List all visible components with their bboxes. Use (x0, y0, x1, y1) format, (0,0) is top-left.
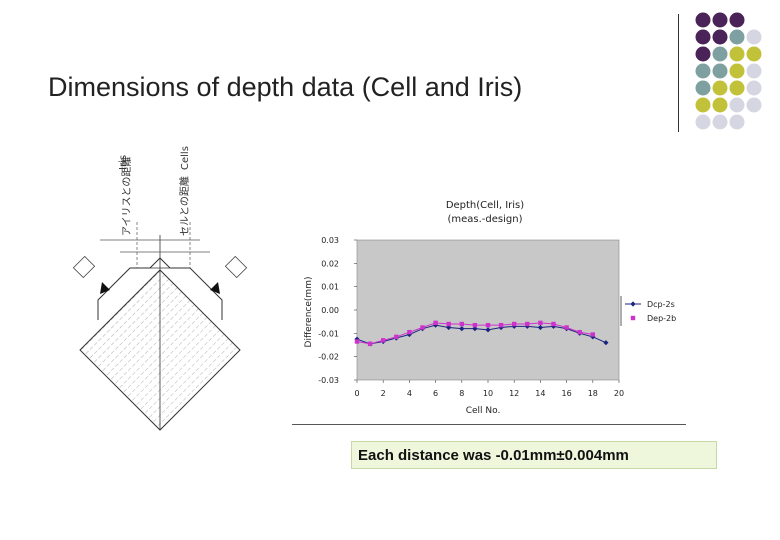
x-tick-label: 0 (354, 389, 359, 398)
data-point (407, 329, 412, 335)
data-point (420, 325, 425, 330)
decor-dot (729, 97, 745, 113)
decor-dot (746, 29, 762, 45)
y-tick-label: 0.03 (321, 236, 339, 245)
depth-chart: Depth(Cell, Iris) (meas.-design) Differe… (304, 200, 676, 416)
x-tick-label: 18 (588, 389, 598, 398)
cell-dimension-label: セルとの距離 (178, 176, 191, 236)
data-point (485, 327, 491, 333)
data-point (472, 322, 478, 328)
x-tick-label: 6 (433, 389, 438, 398)
decor-dot (729, 114, 745, 130)
legend-marker (630, 315, 636, 321)
decor-dot (695, 63, 711, 79)
data-point (564, 325, 569, 330)
decor-dot (729, 46, 745, 62)
data-point (394, 334, 399, 340)
x-tick-label: 14 (535, 389, 545, 398)
decor-dot (712, 114, 728, 130)
data-point (498, 322, 504, 328)
decor-dot (729, 12, 745, 28)
decor-dot (712, 63, 728, 79)
slide-title: Dimensions of depth data (Cell and Iris) (48, 72, 523, 102)
x-tick-label: 12 (509, 389, 519, 398)
x-tick-label: 20 (614, 389, 624, 398)
data-point (433, 320, 438, 326)
y-tick-label: 0.02 (321, 259, 339, 268)
decor-dot (712, 80, 728, 96)
x-tick-label: 16 (562, 389, 572, 398)
decor-dot (695, 12, 711, 28)
iris-label: Iris (118, 155, 129, 170)
decor-dot (712, 12, 728, 28)
decor-dot (729, 63, 745, 79)
decor-dot (712, 97, 728, 113)
x-tick-label: 4 (407, 389, 412, 398)
legend-label: Dcp-2s (647, 300, 675, 309)
data-point (446, 324, 452, 331)
decor-dot (729, 29, 745, 45)
data-point (537, 324, 543, 331)
decor-dot (746, 63, 762, 79)
x-tick-label: 10 (483, 389, 493, 398)
decorative-dot-grid (695, 12, 762, 130)
data-point (381, 338, 386, 343)
decor-dot (695, 46, 711, 62)
y-tick-label: -0.01 (318, 329, 339, 338)
decor-dot (712, 46, 728, 62)
decor-dot (746, 46, 762, 62)
data-point (459, 321, 464, 327)
decor-dot (695, 80, 711, 96)
legend-label: Dep-2b (647, 314, 676, 323)
decor-dot (746, 97, 762, 113)
title-divider (678, 14, 679, 132)
data-point (367, 341, 373, 347)
cross-section-drawing: アイリスとの距離 Iris セルとの距離 Cells (72, 146, 248, 431)
data-point (525, 321, 530, 327)
decor-dot (695, 97, 711, 113)
y-tick-label: -0.03 (318, 376, 339, 385)
y-tick-label: -0.02 (318, 353, 339, 362)
chart-title: Depth(Cell, Iris) (446, 200, 524, 211)
data-point (603, 340, 609, 346)
x-tick-label: 2 (381, 389, 386, 398)
decor-dot (729, 80, 745, 96)
y-tick-label: 0.01 (321, 283, 339, 292)
data-point (551, 321, 556, 327)
data-point (485, 322, 491, 328)
data-point (446, 321, 451, 327)
plot-area (356, 239, 620, 381)
decor-dot (746, 80, 762, 96)
cells-label: Cells (180, 146, 191, 170)
y-tick-label: 0.00 (321, 306, 339, 315)
legend-marker (630, 301, 636, 307)
y-axis-label: Difference(mm) (304, 277, 314, 348)
decor-dot (695, 114, 711, 130)
data-point (538, 320, 543, 326)
chart-subtitle: (meas.-design) (448, 214, 523, 225)
data-point (577, 329, 582, 335)
data-point (512, 321, 517, 327)
x-tick-label: 8 (459, 389, 464, 398)
data-point (354, 339, 360, 344)
chart-underline (292, 424, 686, 425)
data-point (590, 332, 595, 337)
x-axis-label: Cell No. (466, 406, 501, 416)
iris-dimension-label: アイリスとの距離 (120, 157, 133, 236)
decor-dot (712, 29, 728, 45)
decor-dot (695, 29, 711, 45)
caption-box: Each distance was -0.01mm±0.004mm (351, 441, 717, 469)
